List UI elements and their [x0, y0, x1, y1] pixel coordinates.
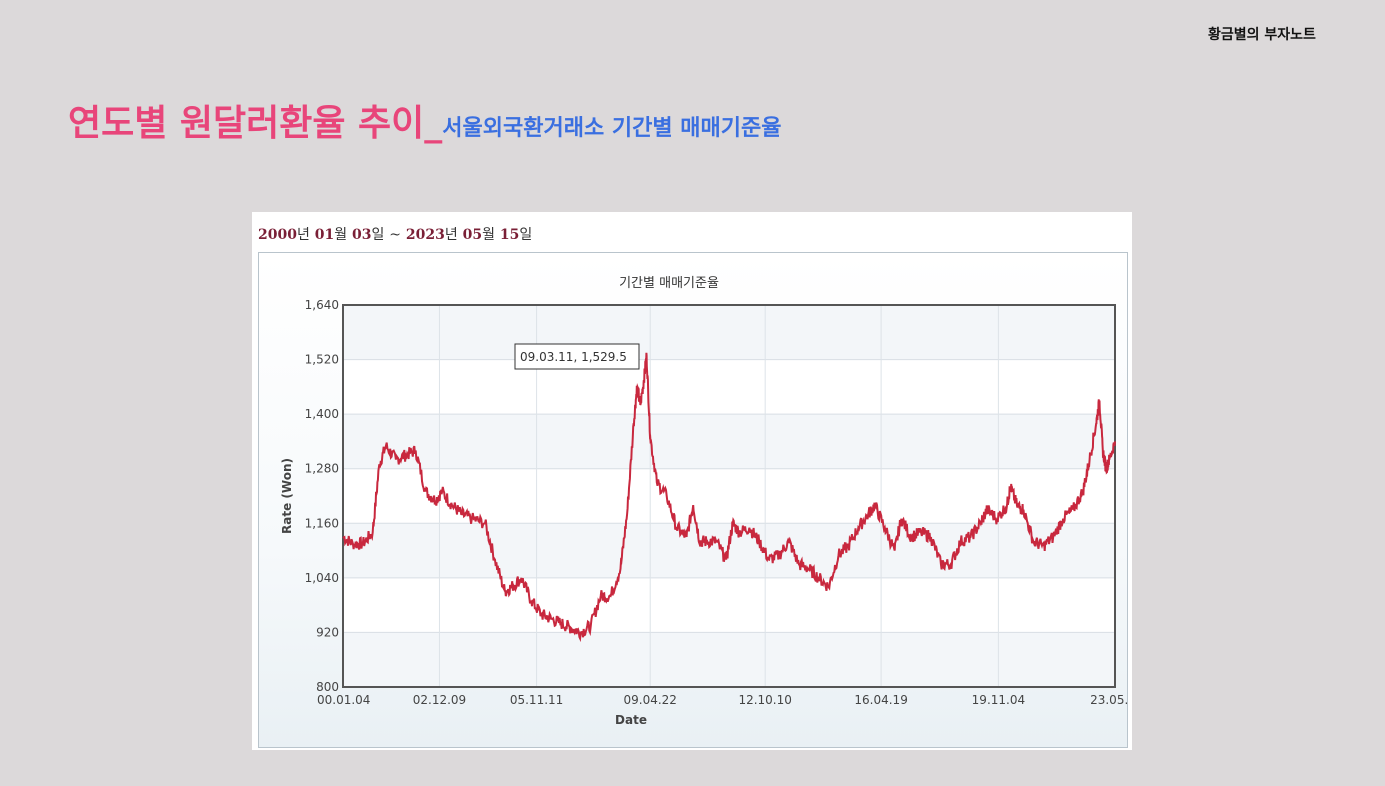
end-year: 2023 [405, 227, 445, 243]
x-tick-label: 00.01.04 [317, 693, 370, 707]
start-month-unit: 월 [334, 227, 348, 243]
tooltip-box [514, 343, 640, 370]
start-day: 03 [351, 227, 372, 243]
exchange-rate-chart[interactable]: 800 920 1,040 1,160 1,280 1,400 1,520 1,640 00.… [259, 253, 1136, 747]
start-year: 2000 [258, 227, 297, 243]
y-tick-label: 800 [316, 680, 339, 694]
grid-band [343, 305, 1115, 360]
date-range-tilde: ~ [389, 227, 401, 243]
grid-band [343, 632, 1115, 687]
chart-title: 기간별 매매기준율 [619, 276, 719, 291]
y-tick-label: 1,640 [305, 298, 339, 312]
end-month-unit: 월 [482, 227, 495, 243]
x-tick-label: 19.11.04 [972, 693, 1025, 707]
end-year-unit: 년 [444, 227, 458, 243]
title-main: 연도별 원달러환율 추이 [68, 103, 425, 144]
x-tick-label: 23.05.0 [1090, 693, 1127, 707]
grid-band [343, 523, 1115, 578]
tooltip-text: 09.03.11, 1,529.5 [520, 350, 627, 364]
chart-container: 800 920 1,040 1,160 1,280 1,400 1,520 1,640 00.… [258, 252, 1136, 748]
title-separator: _ [424, 103, 443, 144]
y-tick-label: 1,400 [305, 407, 339, 421]
grid-layer [342, 304, 1116, 688]
x-axis-label: Date [615, 713, 647, 727]
plot-frame [342, 304, 1116, 688]
grid-band [343, 359, 1115, 415]
x-tick-label: 09.04.22 [623, 693, 676, 707]
title-subtitle: 서울외국환거래소 기간별 매매기준율 [442, 116, 782, 141]
y-tick-label: 1,160 [305, 516, 339, 530]
slide-title: 연도별 원달러환율 추이_서울외국환거래소 기간별 매매기준율 [68, 94, 781, 146]
start-year-unit: 년 [296, 227, 310, 243]
end-month: 05 [462, 227, 483, 243]
date-range: 2000년 01월 03일 ~ 2023년 05월 15일 [258, 224, 532, 244]
grid-band [343, 414, 1115, 469]
grid-band [343, 577, 1115, 633]
start-day-unit: 일 [371, 227, 385, 243]
x-axis-ticks: 00.01.04 02.12.09 05.11.11 09.04.22 12.10.10… [317, 693, 1136, 707]
x-tick-label: 12.10.10 [738, 693, 791, 707]
x-tick-label: 05.11.11 [510, 693, 563, 707]
start-month: 01 [314, 227, 335, 243]
y-tick-label: 920 [316, 625, 339, 639]
x-tick-label: 02.12.09 [413, 693, 466, 707]
y-axis-label: Rate (Won) [280, 458, 294, 534]
chart-panel: 2000년 01월 03일 ~ 2023년 05월 15일 800 920 1,04… [252, 212, 1136, 750]
brand-label: 황금별의 부자노트 [1208, 27, 1316, 43]
y-tick-label: 1,040 [305, 571, 339, 585]
data-tooltip: 09.03.11, 1,529.5 [514, 343, 640, 370]
end-day-unit: 일 [519, 227, 533, 243]
x-tick-label: 16.04.19 [854, 693, 907, 707]
y-tick-label: 1,280 [305, 462, 339, 476]
series-line-exchange-rate [342, 352, 1116, 643]
y-axis-ticks: 800 920 1,040 1,160 1,280 1,400 1,520 1,640 [305, 298, 339, 694]
y-tick-label: 1,520 [305, 353, 339, 367]
end-day: 15 [499, 227, 520, 243]
